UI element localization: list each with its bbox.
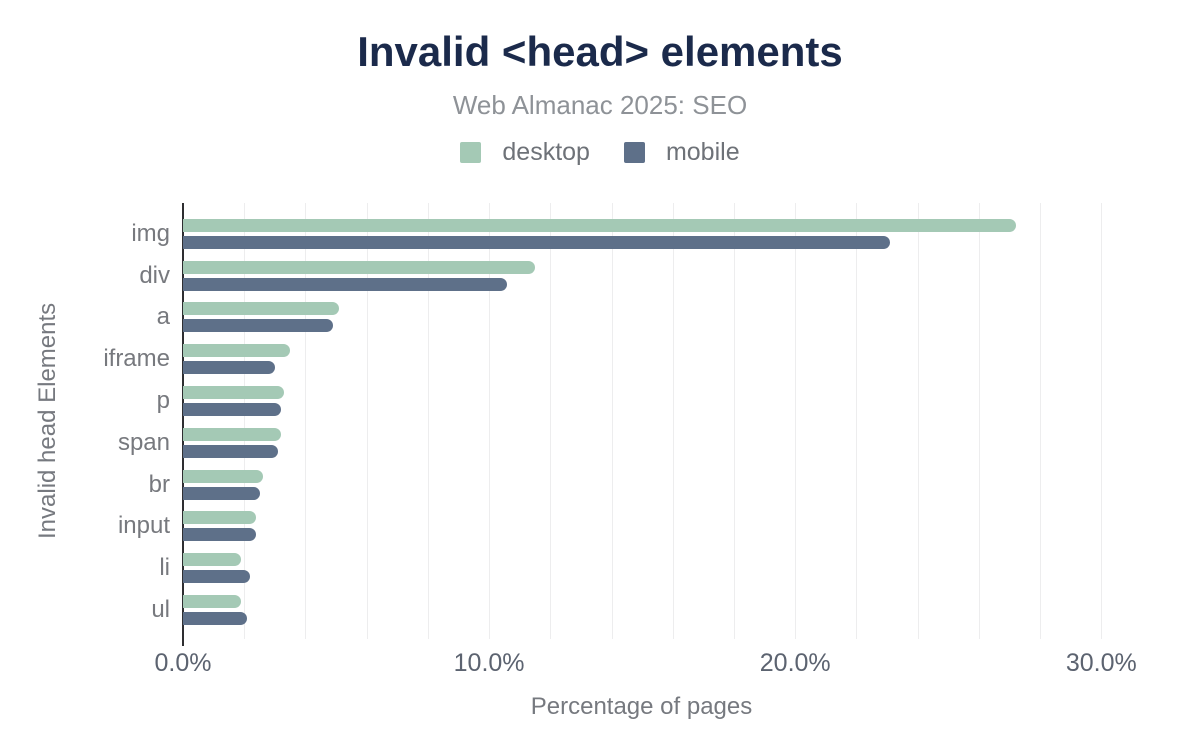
bar-group	[183, 547, 1135, 589]
bar-group	[183, 297, 1135, 339]
y-axis-line	[182, 203, 184, 646]
legend-label: mobile	[665, 138, 740, 166]
x-tick-label: 0.0%	[154, 649, 212, 677]
category-label: p	[156, 387, 170, 415]
gridline	[550, 203, 552, 639]
bar-desktop-div	[183, 260, 536, 274]
plot-area	[183, 203, 1135, 639]
bar-mobile-p	[183, 403, 281, 417]
bar-group	[183, 589, 1135, 631]
category-label: ul	[151, 596, 170, 624]
bar-group	[183, 380, 1135, 422]
gridline	[427, 203, 429, 639]
bar-group	[183, 422, 1135, 464]
bar-row-img: img	[0, 213, 1135, 255]
bar-row-ul: ul	[0, 589, 1135, 631]
bar-mobile-div	[183, 277, 508, 291]
gridline	[795, 203, 797, 639]
bar-group	[183, 464, 1135, 506]
gridline	[489, 203, 491, 639]
x-tick-label: 10.0%	[453, 649, 525, 677]
bar-row-iframe: iframe	[0, 338, 1135, 380]
x-tick-label: 20.0%	[759, 649, 831, 677]
category-label: img	[131, 219, 170, 247]
bar-row-li: li	[0, 547, 1135, 589]
bar-group	[183, 506, 1135, 548]
bar-row-input: input	[0, 506, 1135, 548]
gridline	[366, 203, 368, 639]
legend: desktop mobile	[0, 138, 1200, 167]
bar-desktop-img	[183, 218, 1016, 232]
x-axis-title: Percentage of pages	[530, 693, 753, 720]
bar-desktop-a	[183, 302, 340, 316]
legend-item-mobile: mobile	[623, 138, 740, 167]
bar-mobile-iframe	[183, 361, 275, 375]
bar-desktop-br	[183, 469, 263, 483]
bar-row-p: p	[0, 380, 1135, 422]
legend-item-desktop: desktop	[460, 138, 590, 167]
bar-mobile-li	[183, 570, 251, 584]
bar-rows: img div a iframe p span br input li ul	[0, 203, 1135, 639]
gridline	[305, 203, 307, 639]
bar-row-span: span	[0, 422, 1135, 464]
bar-desktop-input	[183, 511, 257, 525]
bar-mobile-input	[183, 528, 257, 542]
gridline	[978, 203, 980, 639]
x-axis-ticks: 0.0% 10.0% 20.0% 30.0%	[155, 649, 1137, 681]
x-tick-label: 30.0%	[1065, 649, 1137, 677]
chart-subtitle: Web Almanac 2025: SEO	[452, 90, 748, 120]
category-label: iframe	[103, 345, 170, 373]
bar-mobile-img	[183, 235, 891, 249]
bar-mobile-a	[183, 319, 333, 333]
gridline	[917, 203, 919, 639]
bar-row-a: a	[0, 297, 1135, 339]
gridline	[611, 203, 613, 639]
category-label: input	[117, 512, 170, 540]
gridline	[856, 203, 858, 639]
gridline	[733, 203, 735, 639]
category-label: br	[148, 470, 170, 498]
bar-group	[183, 255, 1135, 297]
bar-desktop-iframe	[183, 344, 291, 358]
bar-mobile-span	[183, 444, 278, 458]
category-label: div	[139, 261, 170, 289]
bar-row-div: div	[0, 255, 1135, 297]
legend-swatch-mobile	[623, 142, 645, 163]
bar-group	[183, 338, 1135, 380]
bar-group	[183, 213, 1135, 255]
category-label: span	[117, 428, 170, 456]
bar-row-br: br	[0, 464, 1135, 506]
gridline	[672, 203, 674, 639]
y-axis-title: Invalid head Elements	[34, 302, 61, 540]
bar-mobile-ul	[183, 612, 248, 626]
category-label: a	[156, 303, 170, 331]
chart-area: img div a iframe p span br input li ul	[0, 203, 1135, 646]
legend-swatch-desktop	[460, 142, 482, 163]
category-label: li	[159, 554, 170, 582]
gridline	[1040, 203, 1042, 639]
bar-desktop-li	[183, 553, 242, 567]
chart-title: Invalid <head> elements	[357, 28, 843, 75]
bar-mobile-br	[183, 486, 260, 500]
bar-desktop-ul	[183, 595, 242, 609]
legend-label: desktop	[502, 138, 590, 166]
gridline	[244, 203, 246, 639]
bar-desktop-p	[183, 386, 285, 400]
gridline	[1101, 203, 1103, 639]
bar-desktop-span	[183, 427, 281, 441]
